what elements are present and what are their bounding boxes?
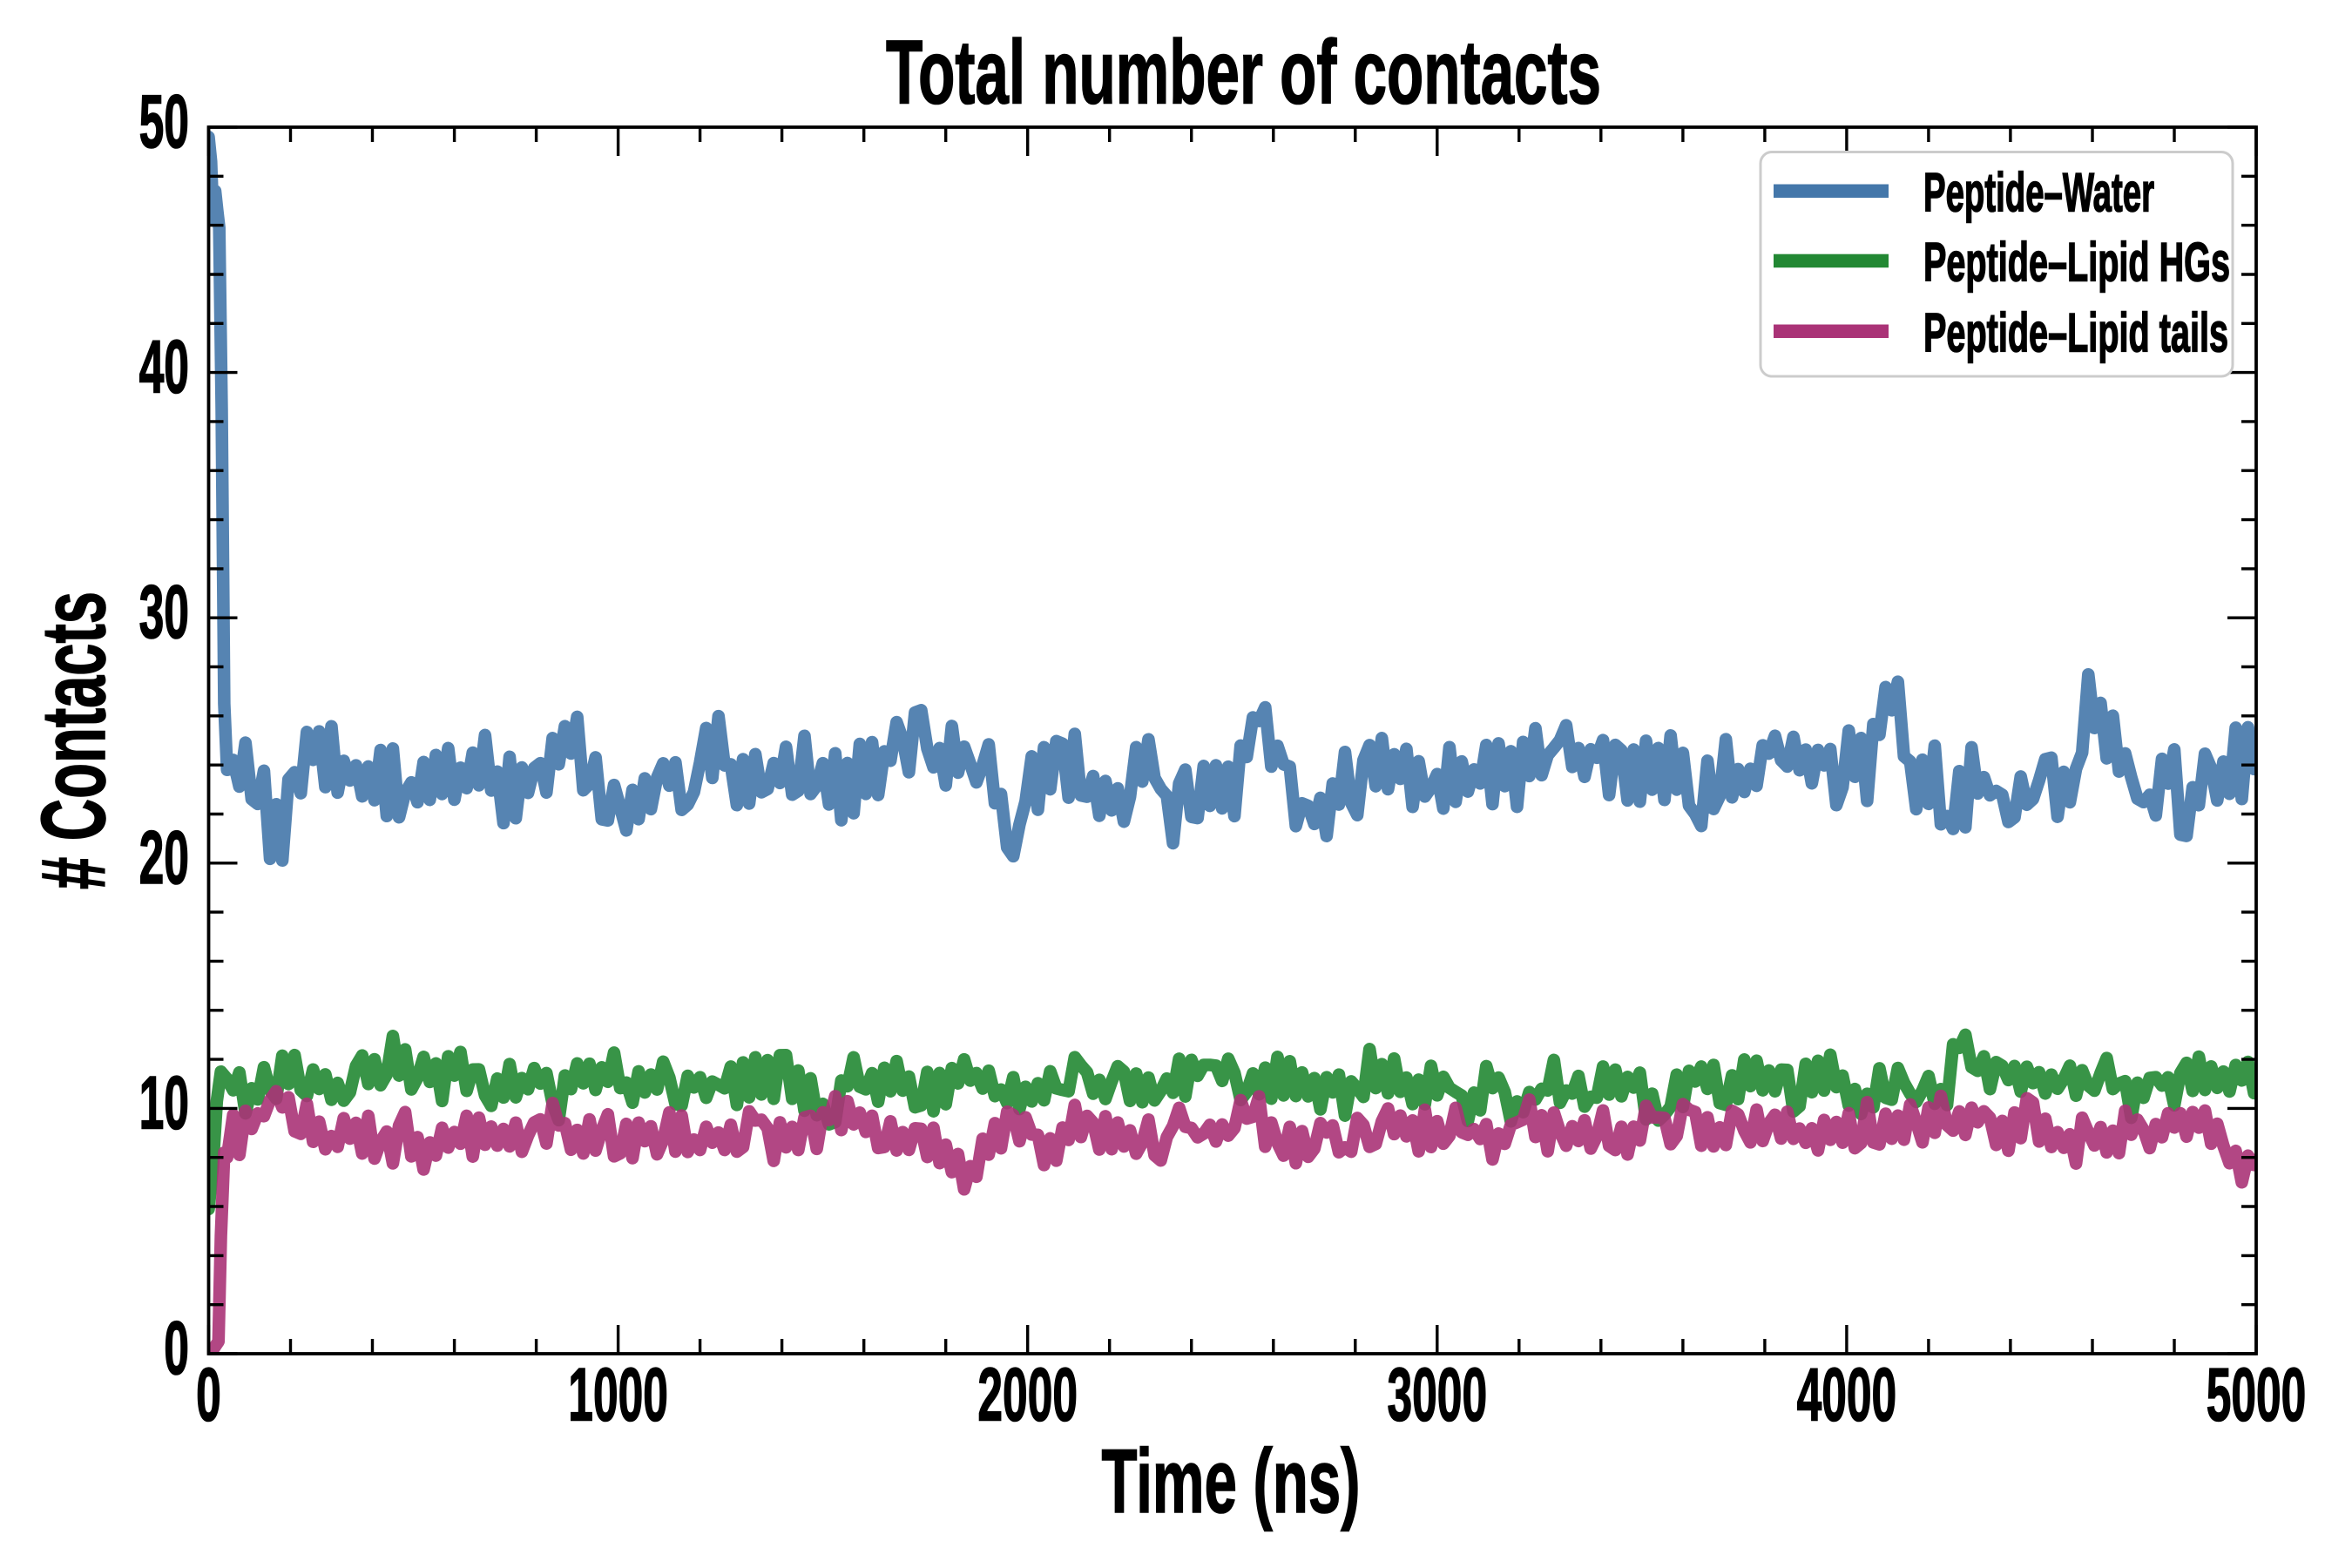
svg-text:Total number of contacts: Total number of contacts <box>886 23 1601 124</box>
svg-text:20: 20 <box>139 816 189 900</box>
svg-text:3000: 3000 <box>1388 1354 1488 1437</box>
svg-text:0: 0 <box>196 1354 221 1437</box>
svg-text:4000: 4000 <box>1797 1354 1897 1437</box>
svg-text:40: 40 <box>139 326 189 409</box>
svg-text:Peptide–Lipid HGs: Peptide–Lipid HGs <box>1923 233 2230 294</box>
svg-text:30: 30 <box>139 571 189 654</box>
svg-text:# Contacts: # Contacts <box>24 591 125 889</box>
svg-text:10: 10 <box>139 1061 189 1145</box>
svg-text:0: 0 <box>164 1307 189 1390</box>
svg-text:Time (ns): Time (ns) <box>1102 1431 1361 1532</box>
svg-text:2000: 2000 <box>977 1354 1078 1437</box>
svg-text:50: 50 <box>139 80 189 164</box>
svg-text:Peptide–Lipid tails: Peptide–Lipid tails <box>1923 302 2228 363</box>
svg-text:Peptide–Water: Peptide–Water <box>1923 162 2154 223</box>
svg-text:1000: 1000 <box>568 1354 668 1437</box>
svg-text:5000: 5000 <box>2207 1354 2307 1437</box>
